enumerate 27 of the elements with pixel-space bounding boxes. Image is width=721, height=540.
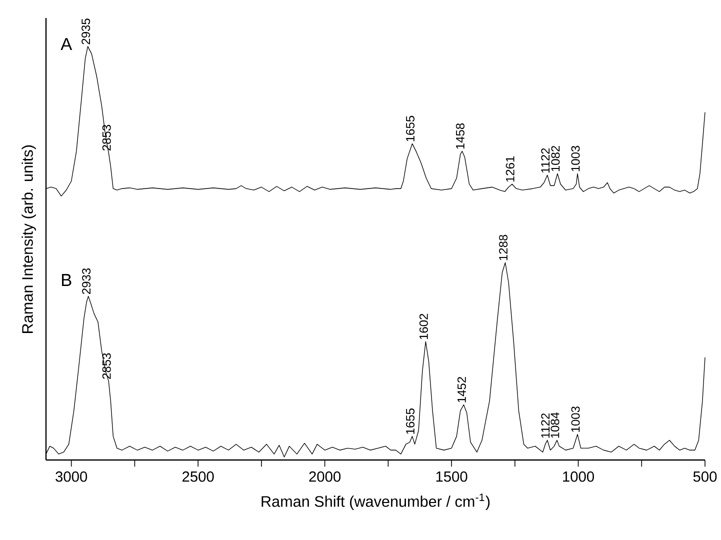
x-tick-label: 3000 — [56, 471, 88, 482]
annotation: 1003 — [571, 406, 580, 432]
annotation: 1261 — [506, 156, 514, 182]
annotation: 1122 — [541, 148, 550, 173]
annotation: 2935 — [82, 18, 90, 44]
annotation: 1288 — [499, 234, 508, 260]
annotation: 1655 — [406, 116, 415, 142]
x-tick-label: 1000 — [563, 471, 594, 482]
annotation: 2933 — [82, 268, 91, 294]
x-tick-label: 2500 — [182, 471, 214, 482]
annotation: 1082 — [551, 146, 560, 172]
x-tick-label: 2000 — [309, 471, 341, 482]
x-tick-label: 500 — [693, 471, 717, 482]
text: B — [62, 274, 72, 286]
annotation: 2853 — [102, 353, 111, 379]
x-tick-label: 1500 — [436, 471, 468, 482]
annotation: 1602 — [419, 314, 428, 340]
x-axis-title: Raman Shift (wavenumber / cm$^{-1}$) — [262, 494, 490, 510]
annotation: 1458 — [456, 123, 464, 149]
annotation: 1084 — [550, 412, 560, 438]
annotation: 1122 — [541, 413, 550, 438]
annotation: 2853 — [102, 124, 111, 150]
annotation: 1655 — [406, 408, 415, 434]
annotation: 1452 — [457, 377, 466, 402]
annotation: 1003 — [571, 146, 580, 172]
y-axis-title: Raman Intensity (arb. units) — [22, 145, 36, 333]
chart-title: A — [60, 38, 72, 50]
